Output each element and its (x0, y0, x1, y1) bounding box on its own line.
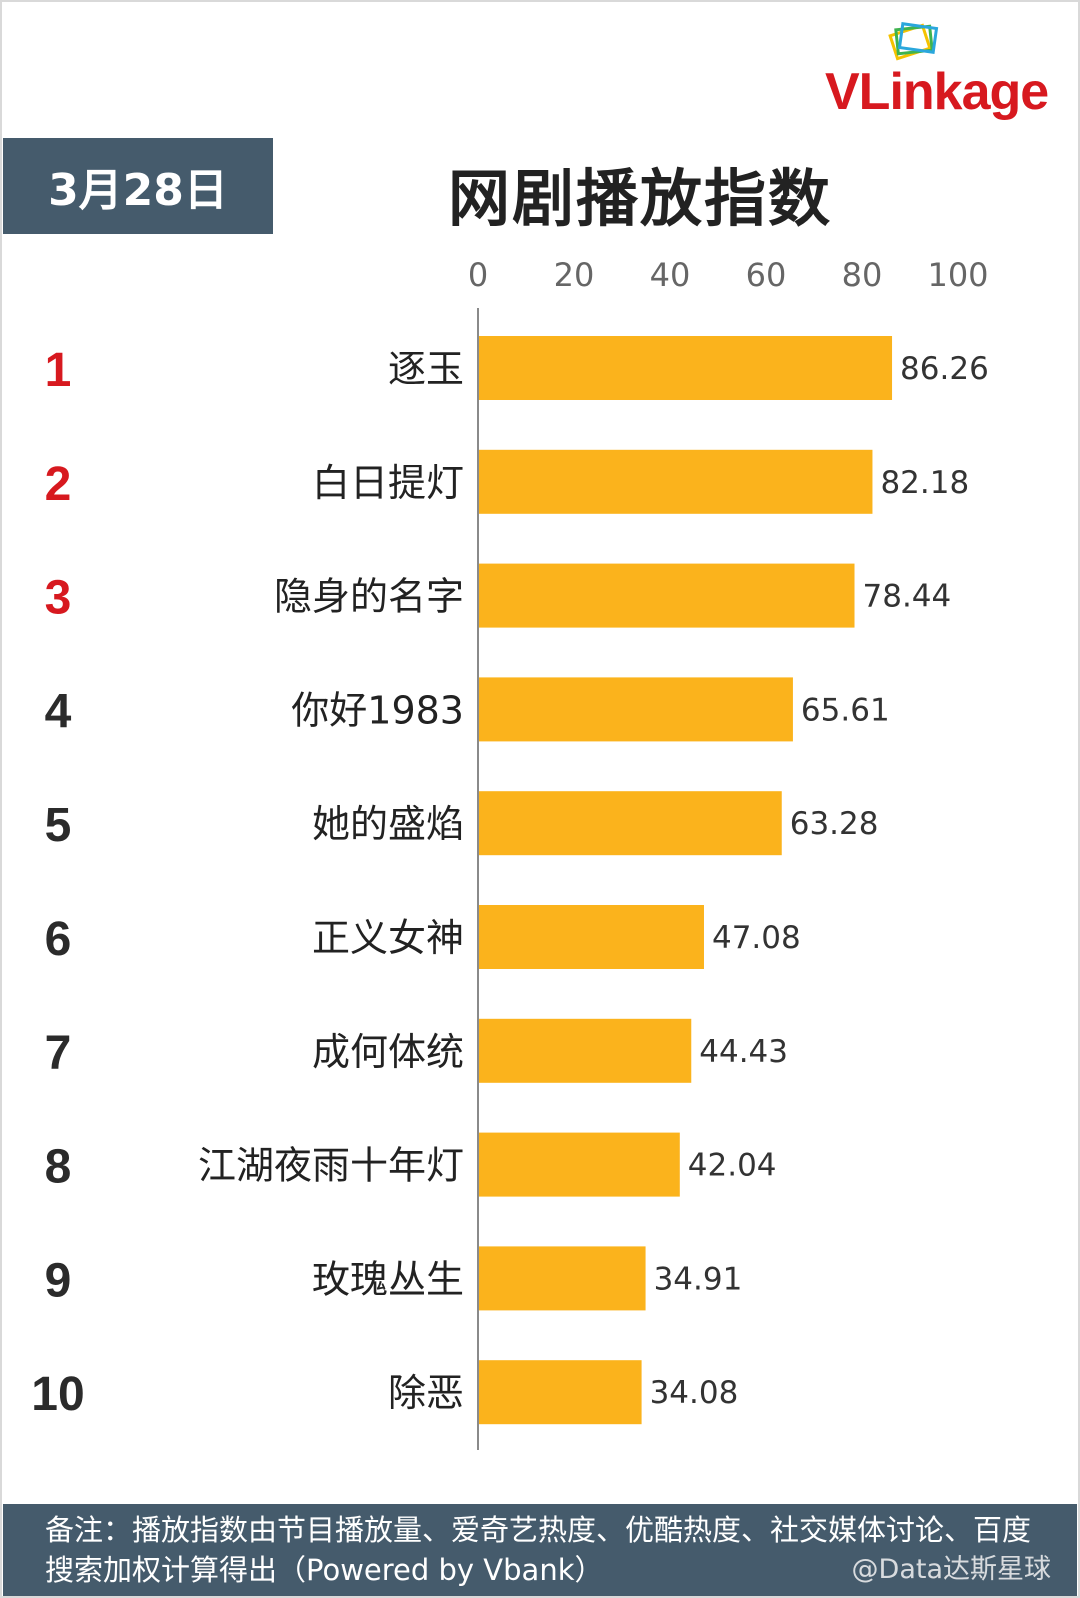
bar (478, 1132, 680, 1197)
category-label: 隐身的名字 (274, 575, 464, 619)
category-label: 白日提灯 (312, 461, 464, 505)
bar (478, 677, 793, 742)
category-label: 她的盛焰 (312, 802, 464, 846)
vlinkage-logo: VLinkage (825, 20, 1075, 121)
rank-number: 2 (45, 458, 72, 511)
rank-number: 5 (45, 799, 72, 852)
x-tick-label: 100 (927, 256, 988, 294)
bar (478, 905, 704, 969)
weibo-watermark: @Data达斯星球 (851, 1554, 1051, 1585)
bar-value-label: 44.43 (699, 1034, 788, 1070)
rank-number: 6 (45, 913, 72, 966)
bar (478, 563, 855, 628)
x-tick-label: 80 (842, 256, 883, 294)
bar-chart: 0 20 40 60 80 100 86.26 逐玉 1 82.18 白日提灯 2 78.44 隐身的名字… (31, 256, 989, 1450)
bar-value-label: 65.61 (801, 692, 890, 728)
category-label: 除恶 (388, 1371, 464, 1415)
rank-number: 10 (31, 1368, 84, 1421)
x-tick-label: 60 (746, 256, 787, 294)
bar (478, 1246, 646, 1311)
x-tick-label: 40 (650, 256, 691, 294)
date-badge: 3月28日 (3, 138, 273, 234)
bar (478, 449, 873, 514)
bar-value-label: 42.04 (688, 1148, 777, 1184)
bar (478, 1018, 692, 1083)
logo-text: VLinkage (825, 63, 1049, 121)
category-label: 正义女神 (312, 916, 464, 960)
category-label: 逐玉 (388, 347, 464, 391)
bar-value-label: 34.08 (650, 1375, 739, 1411)
footer-note: 备注：播放指数由节目播放量、爱奇艺热度、优酷热度、社交媒体讨论、百度搜索加权计算… (45, 1513, 1032, 1587)
category-label: 你好1983 (291, 688, 464, 732)
rank-number: 1 (45, 344, 72, 397)
rank-number: 4 (45, 685, 72, 738)
bar (478, 1360, 642, 1425)
bar-value-label: 63.28 (790, 806, 879, 842)
bar (478, 791, 782, 856)
logo-frames-icon (888, 22, 939, 61)
rank-number: 7 (45, 1027, 72, 1080)
bar (478, 336, 893, 400)
footer-note-bar: 备注：播放指数由节目播放量、爱奇艺热度、优酷热度、社交媒体讨论、百度搜索加权计算… (3, 1504, 1077, 1596)
x-tick-label: 0 (468, 256, 488, 294)
category-label: 成何体统 (312, 1030, 464, 1074)
bar-value-label: 82.18 (880, 465, 969, 501)
bar-value-label: 86.26 (900, 351, 989, 387)
bar-value-label: 34.91 (654, 1261, 743, 1297)
category-label: 江湖夜雨十年灯 (198, 1144, 464, 1188)
rank-number: 3 (45, 572, 72, 625)
chart-title: 网剧播放指数 (447, 162, 832, 235)
category-label: 玫瑰丛生 (312, 1257, 464, 1301)
rank-number: 9 (45, 1254, 72, 1307)
bar-value-label: 47.08 (712, 920, 801, 956)
rank-number: 8 (45, 1141, 72, 1194)
x-tick-label: 20 (554, 256, 595, 294)
bar-value-label: 78.44 (863, 579, 952, 615)
